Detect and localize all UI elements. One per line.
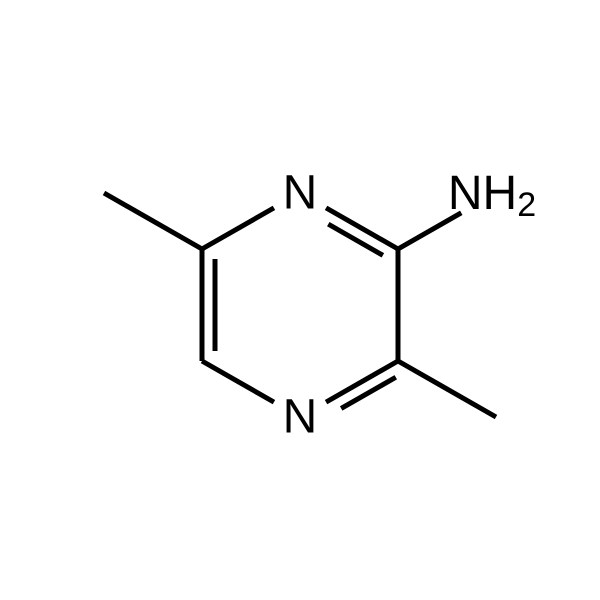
bond-C3-C8	[398, 361, 496, 417]
molecule-diagram: N N NH2	[0, 0, 600, 600]
bond-C6-C7	[104, 193, 202, 249]
bond-C6-N1	[202, 208, 274, 249]
atom-label-N9: NH2	[448, 167, 536, 225]
bond-N1-C2-inner	[328, 224, 383, 255]
bond-N4-C5	[202, 361, 274, 402]
atom-label-N4: N	[283, 391, 318, 444]
atom-label-N1: N	[283, 167, 318, 220]
bond-C3-N4-inner	[341, 377, 396, 408]
